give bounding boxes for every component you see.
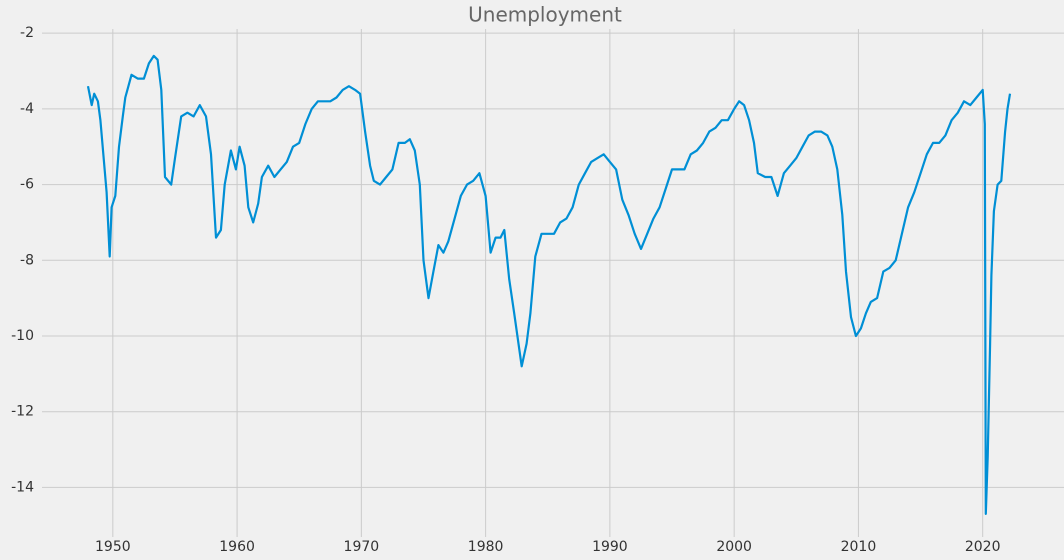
y-tick-label: -10: [11, 328, 34, 344]
x-tick-label: 2020: [965, 539, 1001, 555]
y-tick-label: -6: [20, 177, 34, 193]
chart-title: Unemployment: [468, 3, 622, 27]
x-tick-label: 1960: [219, 539, 255, 555]
y-tick-label: -2: [20, 25, 34, 41]
y-tick-label: -14: [11, 479, 34, 495]
x-tick-label: 1950: [95, 539, 131, 555]
x-tick-label: 1980: [468, 539, 504, 555]
line: [86, 54, 1012, 515]
x-tick-label: 2010: [841, 539, 877, 555]
y-tick-label: -12: [11, 404, 34, 420]
x-tick-label: 2000: [716, 539, 752, 555]
y-tick-label: -4: [20, 101, 34, 117]
y-tick-label: -8: [20, 252, 34, 268]
x-tick-label: 1990: [592, 539, 628, 555]
x-tick-label: 1970: [344, 539, 380, 555]
